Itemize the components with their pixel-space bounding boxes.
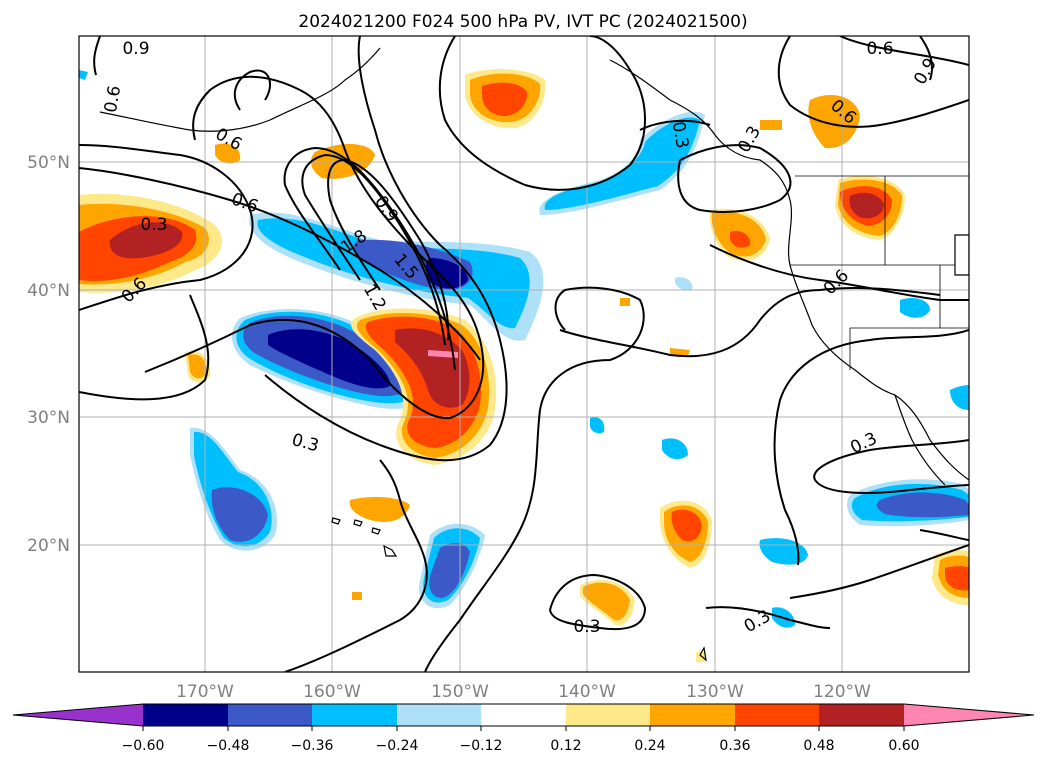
colorbar-bin [312, 704, 397, 726]
colorbar-tick-label: −0.24 [376, 738, 419, 754]
contour-label: 0.9 [122, 39, 149, 59]
colorbar-bin [143, 704, 228, 726]
contour-label: 0.6 [101, 84, 125, 114]
lat-label-30n: 30°N [27, 408, 70, 428]
lon-label-170w: 170°W [176, 682, 234, 702]
contour-label: 0.6 [866, 39, 893, 59]
lat-label-20n: 20°N [27, 536, 70, 556]
lon-label-130w: 130°W [686, 682, 744, 702]
map-panel: 0.9 0.6 0.6 0.6 0.3 0.6 0.9 1.8 1.5 1.2 … [79, 36, 969, 672]
colorbar-bin [228, 704, 312, 726]
pv-contours [79, 36, 969, 672]
contour-label: 0.3 [573, 617, 600, 637]
contour-label: 0.3 [140, 215, 167, 235]
lon-label-120w: 120°W [813, 682, 871, 702]
map-frame [78, 35, 970, 673]
colorbar-tick-label: 0.24 [634, 738, 665, 754]
colorbar-tick-label: −0.48 [207, 738, 250, 754]
lat-label-40n: 40°N [27, 281, 70, 301]
lon-label-150w: 150°W [431, 682, 489, 702]
latitude-labels: 50°N 40°N 30°N 20°N [27, 153, 70, 556]
negative-anomaly-central [231, 308, 425, 409]
colorbar-tick-label: −0.36 [291, 738, 334, 754]
colorbar-bin [397, 704, 481, 726]
colorbar-ticks [142, 726, 905, 731]
lon-label-160w: 160°W [303, 682, 361, 702]
colorbar-tick-label: 0.12 [550, 738, 581, 754]
colorbar-bin [735, 704, 819, 726]
colorbar-under [13, 704, 143, 726]
colorbar-bin [566, 704, 650, 726]
contour-label: 0.3 [668, 120, 692, 150]
lon-label-140w: 140°W [558, 682, 616, 702]
colorbar-tick-label: −0.12 [460, 738, 503, 754]
state-borders [790, 175, 969, 370]
coastlines [99, 47, 969, 662]
colorbar-tick-label: −0.60 [122, 738, 165, 754]
contour-label: 0.3 [410, 469, 437, 489]
colorbar: −0.60 −0.48 −0.36 −0.24 −0.12 0.12 0.24 … [12, 703, 1035, 754]
colorbar-tick-label: 0.48 [803, 738, 834, 754]
longitude-labels: 170°W 160°W 150°W 140°W 130°W 120°W [176, 682, 871, 702]
colorbar-over [904, 704, 1034, 726]
lat-label-50n: 50°N [27, 153, 70, 173]
colorbar-tick-label: 0.36 [719, 738, 750, 754]
colorbar-tick-label: 0.60 [888, 738, 919, 754]
colorbar-bin [819, 704, 904, 726]
ivt-shading [79, 68, 969, 662]
figure-title: 2024021200 F024 500 hPa PV, IVT PC (2024… [298, 12, 747, 32]
colorbar-bin [650, 704, 735, 726]
positive-anomaly-west [79, 193, 223, 293]
colorbar-bin [481, 704, 566, 726]
